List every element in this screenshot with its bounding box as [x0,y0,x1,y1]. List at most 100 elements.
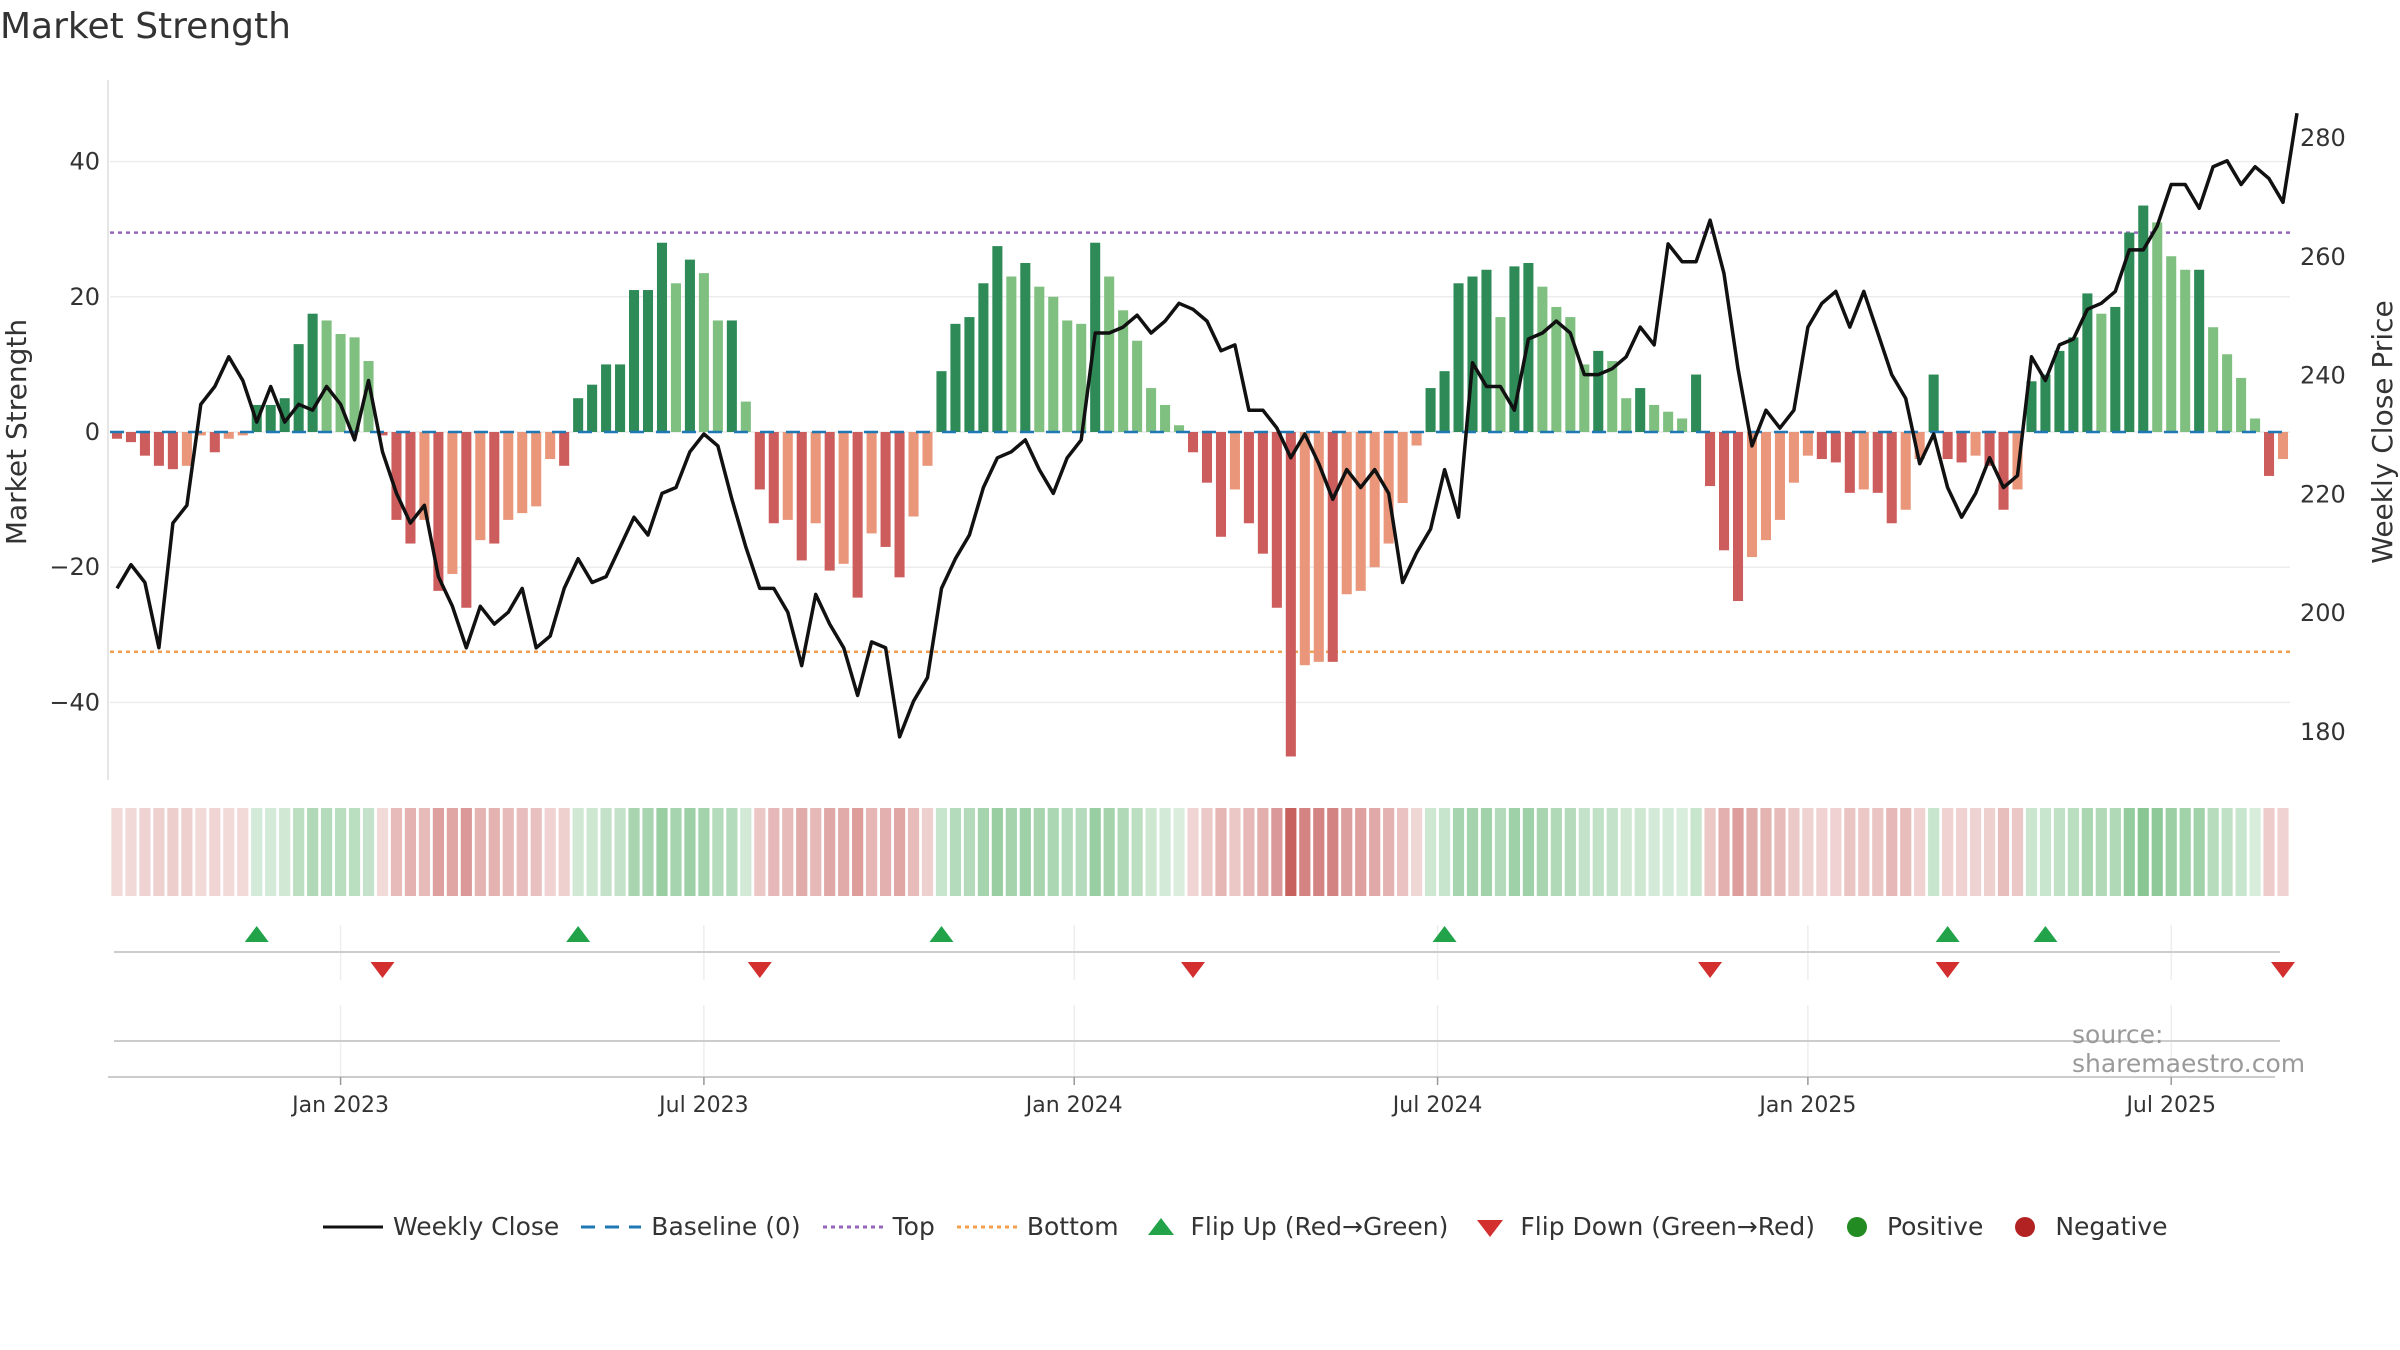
strength-bar [2277,432,2289,460]
heatmap-cell [935,808,948,896]
strength-bar [2208,327,2219,432]
strength-bar [2152,222,2163,432]
heatmap-cell [1858,808,1870,896]
flip-down-marker [1698,962,1723,978]
heatmap-cell [516,808,528,896]
flip-up-marker [2033,926,2058,942]
strength-bar [1928,374,1939,432]
x-tick-label: Jul 2023 [657,1093,749,1118]
strength-bar [1313,432,1324,662]
heatmap-cell [1341,808,1353,896]
heatmap-cell [2053,808,2066,896]
legend-label: Positive [1886,1212,1984,1241]
heatmap-cell [376,808,389,896]
strength-bar [167,432,178,470]
heatmap-cell [1942,808,1954,896]
strength-bar [1341,432,1352,595]
y-tick-label: 0 [85,418,100,446]
x-tick-label: Jan 2024 [1024,1093,1123,1118]
heatmap-cell [223,808,235,896]
heatmap-cell [1508,808,1521,896]
strength-bar [1621,398,1632,432]
heatmap-cell [1201,808,1213,896]
heatmap-cell [586,808,598,896]
heatmap-cell [334,808,347,896]
heatmap-cell [1033,808,1045,896]
heatmap-cell [390,808,403,896]
strength-bar [698,273,709,432]
threshold-lines [110,231,2290,653]
strength-bar [153,432,164,466]
heatmap-cell [1872,808,1884,896]
strength-bar [1006,276,1017,432]
strength-bar [1886,432,1897,524]
legend-item-top[interactable]: Top [822,1212,935,1241]
legend-item-bottom[interactable]: Bottom [956,1212,1119,1241]
x-tick-label: Jul 2024 [1391,1093,1483,1118]
strength-bar [1076,323,1087,432]
legend-item-flip-down[interactable]: Flip Down (Green→Red) [1470,1212,1815,1241]
strength-bar [2194,269,2205,432]
strength-bar [559,432,570,466]
heatmap-cell [1522,808,1534,896]
strength-bar [237,432,248,436]
strength-bar [2110,306,2121,432]
heatmap-cell [1089,808,1101,896]
strength-bar [615,364,626,432]
strength-bar [824,432,835,571]
strength-bar [740,401,751,432]
legend-label: Flip Down (Green→Red) [1520,1212,1815,1241]
heatmap-cell [460,808,472,896]
legend-item-baseline[interactable]: Baseline (0) [581,1212,801,1241]
strength-bar [1774,432,1785,520]
strength-bar [293,344,304,432]
heatmap-cell [2151,808,2163,896]
heatmap-cell [2109,808,2121,896]
top-swatch [822,1225,883,1228]
strength-bar [1900,432,1911,510]
y-axis-title: Market Strength [0,319,33,545]
heatmap-cell [418,808,431,896]
weekly-close-line [115,112,2299,739]
heatmap-cell [740,808,752,896]
strength-bar [125,432,136,443]
heatmap-cell [293,808,305,896]
strength-bar [1844,432,1855,493]
heatmap-cell [2221,808,2233,896]
strength-bar [712,320,723,432]
strength-bar [531,432,542,507]
heatmap-cell [2165,808,2177,896]
heatmap-cell [1997,808,2010,896]
strength-bar [405,432,416,544]
strength-bar [1146,388,1157,432]
heatmap-cell [2123,808,2135,896]
heatmap-cell [2179,808,2191,896]
strength-bar [1383,432,1394,544]
heatmap-cell [824,808,836,896]
strength-bar [2166,256,2177,432]
x-tick-label: Jul 2025 [2124,1093,2216,1118]
heatmap-cell [1830,808,1842,896]
heatmap-cell [1956,808,1968,896]
negative-dot-icon [2015,1216,2036,1237]
strength-bar [1285,432,1296,757]
strength-bar [1970,432,1981,456]
strength-bar [307,313,318,432]
legend-item-positive[interactable]: Positive [1837,1212,1983,1241]
strength-bar [1201,432,1213,483]
heatmap-cell [2193,808,2205,896]
legend-item-weekly-close[interactable]: Weekly Close [323,1212,559,1241]
strength-bar [2222,354,2233,432]
y2-tick-label: 180 [2300,718,2346,746]
strength-bar [1104,276,1115,432]
legend-item-negative[interactable]: Negative [2005,1212,2168,1241]
legend-item-flip-up[interactable]: Flip Up (Red→Green) [1141,1212,1448,1241]
y-tick-label: −40 [49,688,100,716]
heatmap-cell [712,808,724,896]
heatmap-cell [1229,808,1241,896]
heatmap-cell [1788,808,1800,896]
heatmap-cell [1438,808,1451,896]
flip-down-marker [370,962,395,978]
positive-dot-icon [1846,1216,1867,1237]
heatmap-cell [125,808,137,896]
